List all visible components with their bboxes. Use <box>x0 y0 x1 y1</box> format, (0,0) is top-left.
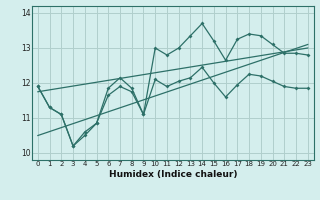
X-axis label: Humidex (Indice chaleur): Humidex (Indice chaleur) <box>108 170 237 179</box>
